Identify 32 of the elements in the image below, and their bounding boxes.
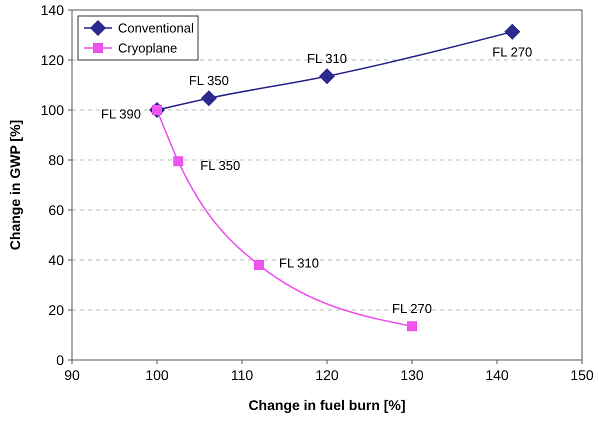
y-tick-label: 140 [40, 2, 64, 18]
y-tick-label: 100 [40, 102, 64, 118]
annotation: FL 270 [392, 300, 432, 316]
y-tick-label: 40 [48, 252, 64, 268]
annotation: FL 390 [101, 106, 141, 122]
y-tick-label: 120 [40, 52, 64, 68]
y-tick-label: 0 [56, 352, 64, 368]
y-axis-title: Change in GWP [%] [7, 120, 23, 250]
annotation: FL 310 [307, 50, 347, 66]
annotation: FL 270 [492, 44, 532, 60]
legend-label: Conventional [118, 20, 194, 36]
point [254, 260, 264, 270]
point [407, 321, 417, 332]
point [319, 68, 335, 84]
y-tick-label: 60 [48, 202, 64, 218]
point [173, 156, 184, 166]
x-tick-label: 90 [64, 367, 80, 383]
annotation: FL 350 [200, 158, 240, 173]
point [200, 90, 217, 106]
y-tick-label: 20 [48, 302, 64, 318]
annotation: FL 350 [188, 72, 229, 88]
point [504, 24, 520, 40]
annotation: FL 310 [279, 256, 319, 271]
x-tick-label: 140 [485, 367, 509, 383]
y-tick-label: 80 [48, 152, 64, 168]
x-tick-label: 120 [315, 367, 339, 383]
x-tick-label: 150 [570, 367, 594, 383]
x-tick-label: 100 [145, 367, 169, 383]
x-tick-label: 110 [230, 367, 254, 383]
x-tick-label: 130 [400, 367, 424, 383]
x-axis-title: Change in fuel burn [%] [248, 397, 406, 413]
legend-label: Cryoplane [118, 40, 178, 56]
